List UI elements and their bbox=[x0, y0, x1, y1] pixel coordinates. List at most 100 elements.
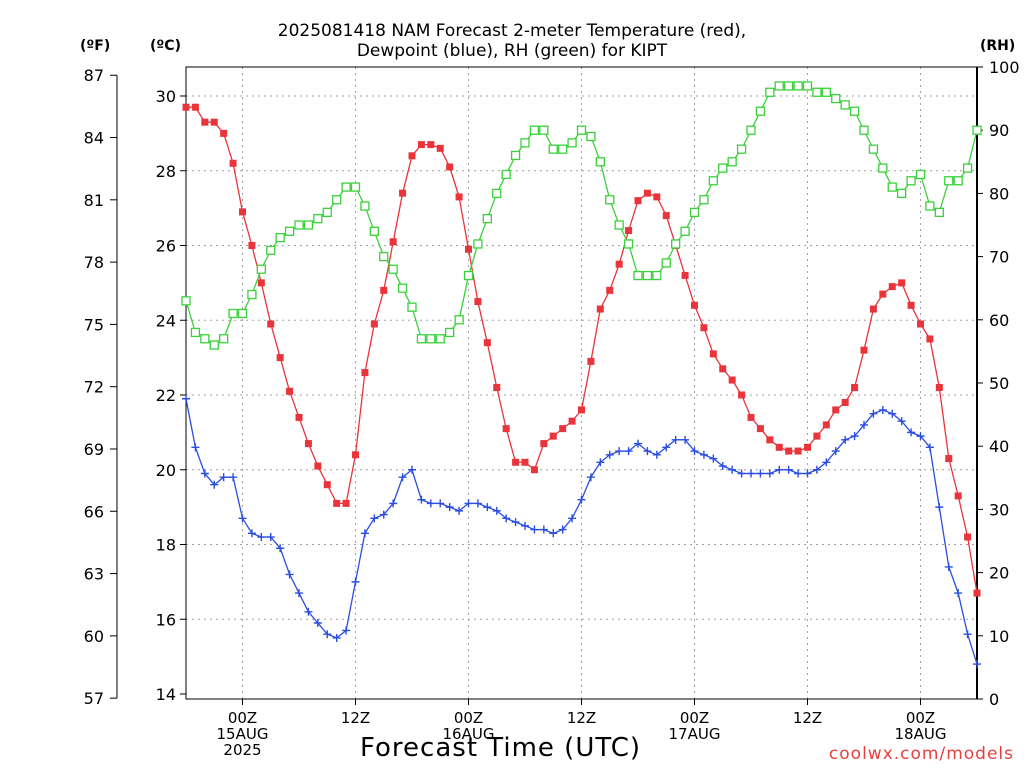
temperature-point bbox=[596, 305, 604, 313]
celsius-unit-label: (ºC) bbox=[150, 38, 181, 54]
dewpoint-line bbox=[185, 398, 978, 665]
temperature-point bbox=[201, 118, 209, 126]
dewpoint-point bbox=[295, 589, 303, 598]
fahrenheit-tick-label: 84 bbox=[84, 129, 104, 148]
rh-point bbox=[812, 87, 822, 97]
rh-line bbox=[185, 85, 978, 346]
temperature-point bbox=[568, 417, 576, 425]
rh-point bbox=[878, 163, 888, 173]
rh-point bbox=[802, 81, 813, 91]
chart-title-line2: Dewpoint (blue), RH (green) for KIPT bbox=[356, 41, 668, 61]
celsius-tick-label: 16 bbox=[156, 610, 176, 629]
dewpoint-point bbox=[709, 454, 718, 463]
temperature-point bbox=[333, 499, 341, 507]
dewpoint-point bbox=[200, 469, 209, 478]
celsius-tick-label: 26 bbox=[156, 237, 176, 256]
fahrenheit-tick-label: 57 bbox=[84, 689, 104, 708]
rh-series bbox=[181, 81, 982, 350]
temperature-point bbox=[869, 305, 877, 313]
rh-point bbox=[859, 125, 869, 135]
rh-point bbox=[228, 308, 238, 319]
temperature-point bbox=[634, 197, 642, 205]
rh-point bbox=[435, 334, 445, 344]
temperature-point bbox=[775, 443, 783, 451]
dewpoint-point bbox=[417, 495, 426, 504]
rh-point bbox=[313, 214, 323, 224]
rh-point bbox=[332, 195, 342, 205]
rh-point bbox=[680, 226, 690, 236]
rh-point bbox=[181, 296, 191, 306]
rh-point bbox=[567, 138, 577, 148]
rh-tick-label: 20 bbox=[989, 564, 1009, 583]
dewpoint-point bbox=[841, 435, 850, 444]
rh-point bbox=[605, 195, 615, 205]
rh-tick-label: 70 bbox=[989, 248, 1009, 267]
rh-point bbox=[416, 334, 427, 344]
rh-point bbox=[209, 340, 219, 350]
rh-point bbox=[379, 251, 389, 262]
dewpoint-point bbox=[266, 533, 275, 542]
celsius-tick-label: 22 bbox=[156, 386, 176, 405]
fahrenheit-tick-label: 60 bbox=[84, 627, 104, 646]
dewpoint-point bbox=[907, 428, 916, 437]
rh-point bbox=[247, 289, 257, 300]
dewpoint-point bbox=[662, 443, 671, 452]
dewpoint-point bbox=[605, 450, 614, 459]
dewpoint-point bbox=[332, 633, 341, 642]
dewpoint-point bbox=[389, 499, 398, 508]
dewpoint-point bbox=[935, 503, 944, 512]
celsius-tick-label: 20 bbox=[156, 461, 176, 480]
temperature-point bbox=[314, 462, 322, 470]
temperature-point bbox=[559, 425, 567, 433]
dewpoint-point bbox=[973, 660, 981, 669]
dewpoint-point bbox=[464, 499, 473, 508]
rh-point bbox=[200, 334, 210, 344]
rh-point bbox=[463, 270, 474, 281]
rh-point bbox=[868, 144, 879, 154]
temperature-point bbox=[521, 458, 529, 466]
temperature-point bbox=[700, 324, 708, 332]
temperature-point bbox=[352, 451, 359, 459]
celsius-tick-label: 18 bbox=[156, 536, 176, 555]
temperature-point bbox=[483, 339, 491, 347]
chart-title-line1: 2025081418 NAM Forecast 2-meter Temperat… bbox=[277, 21, 747, 41]
rh-point bbox=[736, 144, 747, 154]
rh-point bbox=[652, 270, 662, 281]
temperature-point bbox=[427, 141, 435, 149]
dewpoint-point bbox=[860, 420, 868, 429]
x-tick-label: 16AUG bbox=[443, 725, 495, 743]
rh-point bbox=[661, 258, 671, 268]
dewpoint-point bbox=[747, 469, 755, 478]
dewpoint-point bbox=[229, 473, 238, 482]
temperature-point bbox=[220, 129, 228, 137]
temperature-point bbox=[465, 245, 472, 253]
dewpoint-point bbox=[360, 529, 369, 538]
rh-tick-label: 0 bbox=[989, 690, 999, 709]
rh-point bbox=[633, 270, 643, 281]
temperature-point bbox=[182, 103, 190, 111]
temperature-point bbox=[436, 144, 444, 152]
dewpoint-point bbox=[897, 417, 906, 426]
temperature-point bbox=[851, 384, 859, 392]
temperature-point bbox=[681, 271, 689, 279]
rh-point bbox=[897, 188, 907, 199]
temperature-point bbox=[747, 413, 755, 421]
rh-tick-label: 40 bbox=[989, 437, 1009, 456]
x-tick-label: 12Z bbox=[793, 709, 822, 727]
rh-point bbox=[784, 81, 794, 91]
x-tick-label: 2025 bbox=[223, 741, 261, 759]
temperature-point bbox=[267, 320, 275, 328]
dewpoint-point bbox=[379, 510, 388, 519]
rh-tick-label: 60 bbox=[989, 311, 1009, 330]
rh-point bbox=[944, 176, 954, 186]
rh-point bbox=[925, 201, 935, 211]
dewpoint-point bbox=[530, 525, 539, 534]
dewpoint-point bbox=[878, 405, 887, 414]
rh-point bbox=[303, 220, 314, 230]
temperature-point bbox=[719, 365, 727, 373]
rh-point bbox=[294, 220, 304, 230]
temperature-point bbox=[304, 440, 312, 448]
temperature-point bbox=[888, 283, 896, 291]
